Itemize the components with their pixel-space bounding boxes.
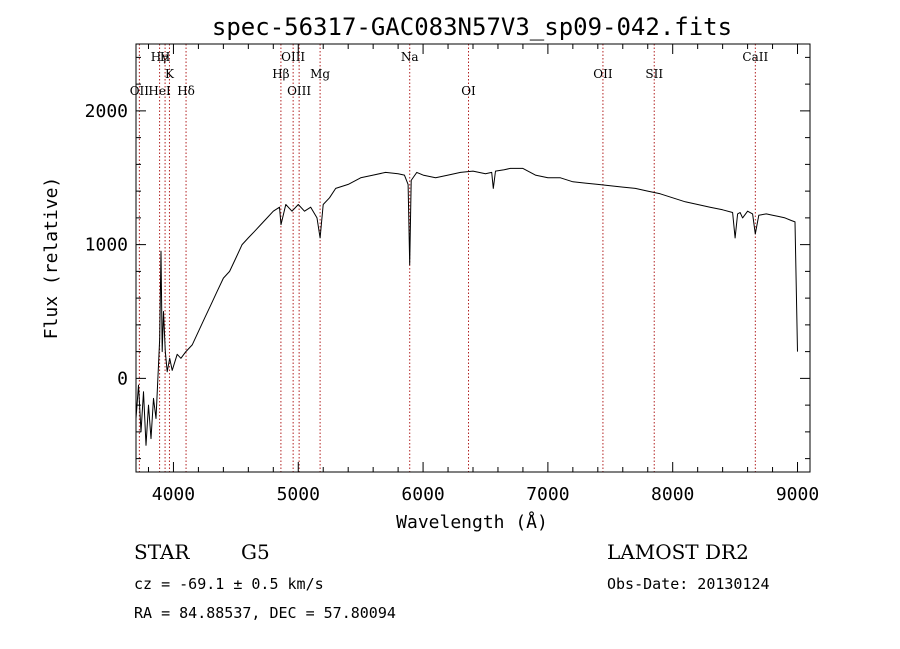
object-class: STAR (134, 540, 190, 564)
chart-title: spec-56317-GAC083N57V3_sp09-042.fits (212, 13, 732, 41)
spectrum-line (135, 167, 798, 446)
observation-date: Obs-Date: 20130124 (607, 575, 770, 593)
marker-label: Hγ (151, 50, 169, 64)
axes: 4000 5000 6000 7000 8000 9000 0 1000 2000 (85, 44, 819, 505)
marker-label: Hδ (177, 84, 195, 98)
x-tick-label: 8000 (651, 484, 694, 505)
x-tick-label: 7000 (526, 484, 569, 505)
x-tick-label: 5000 (277, 484, 320, 505)
y-tick-label: 2000 (85, 101, 128, 122)
marker-label: HeI (148, 84, 171, 98)
plot-frame (135, 43, 811, 473)
x-axis-label: Wavelength (Å) (396, 511, 548, 533)
marker-label: SII (645, 67, 663, 81)
marker-label: Na (401, 50, 419, 64)
marker-label: OI (461, 84, 476, 98)
x-tick-label: 9000 (776, 484, 819, 505)
survey-name: LAMOST DR2 (607, 540, 749, 564)
sky-coordinates: RA = 84.88537, DEC = 57.80094 (134, 604, 396, 622)
plot-area (135, 167, 798, 446)
marker-label: Hβ (272, 67, 289, 81)
marker-label: OII (593, 67, 613, 81)
y-axis-label: Flux (relative) (41, 177, 62, 340)
marker-label: CaII (742, 50, 768, 64)
marker-label: OII (130, 84, 150, 98)
marker-label: Mg (310, 67, 330, 81)
marker-label: OIII (287, 84, 311, 98)
y-tick-label: 0 (117, 368, 128, 389)
y-tick-label: 1000 (85, 235, 128, 256)
marker-label: OIII (281, 50, 305, 64)
x-tick-label: 4000 (152, 484, 195, 505)
marker-label: H (160, 50, 170, 64)
x-tick-label: 6000 (401, 484, 444, 505)
marker-label: K (165, 67, 175, 81)
spectral-subclass: G5 (241, 540, 270, 564)
radial-velocity: cz = -69.1 ± 0.5 km/s (134, 575, 324, 593)
